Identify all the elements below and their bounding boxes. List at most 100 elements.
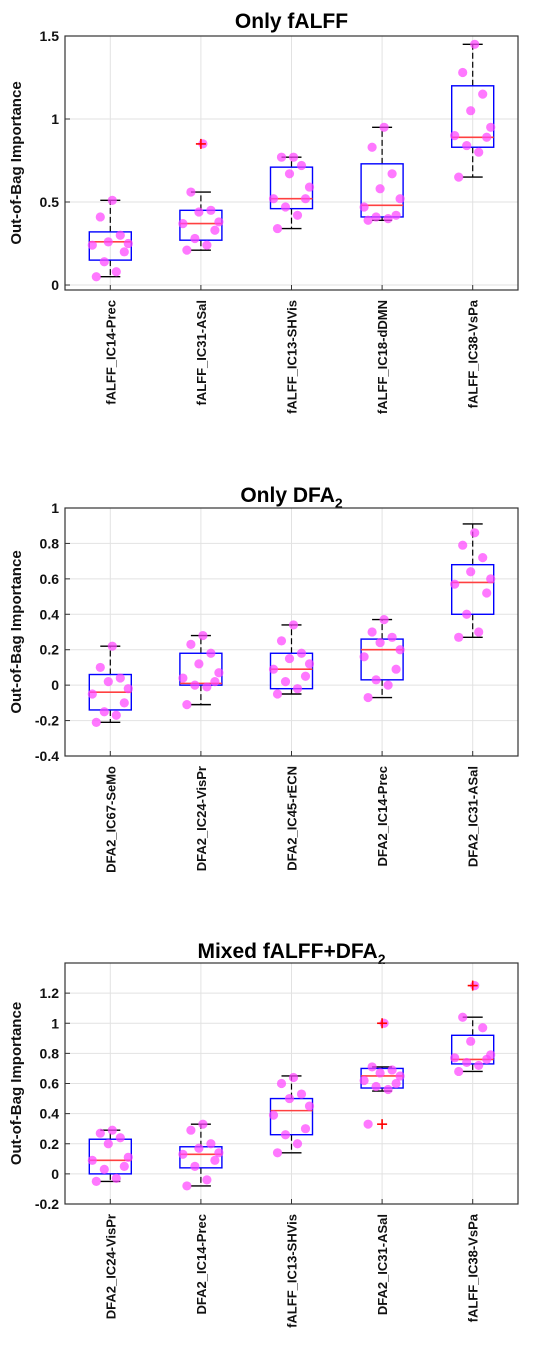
data-point <box>202 1175 212 1185</box>
data-point <box>123 684 133 694</box>
data-point <box>210 677 220 687</box>
box-4: DFA2_IC31-ASal <box>359 1018 405 1315</box>
x-tick-label: DFA2_IC45-rECN <box>285 766 300 871</box>
box-2: DFA2_IC24-VisPr <box>178 630 224 871</box>
data-point <box>292 684 303 694</box>
data-point <box>296 160 307 171</box>
data-point <box>387 1065 397 1075</box>
data-point <box>474 1060 484 1071</box>
box-3: fALFF_IC13-SHVis <box>268 1072 315 1328</box>
data-point <box>119 698 129 708</box>
data-point <box>190 680 200 690</box>
data-point <box>375 184 385 194</box>
data-point <box>296 648 307 658</box>
box-iqr <box>360 163 404 218</box>
data-point <box>206 205 216 215</box>
y-tick-label: 0.8 <box>40 1045 60 1061</box>
data-point <box>119 247 129 257</box>
data-point <box>276 152 287 162</box>
data-point <box>182 700 192 710</box>
data-point <box>478 553 488 563</box>
data-point <box>202 682 212 692</box>
data-point <box>99 257 109 267</box>
data-point <box>379 615 389 625</box>
data-point <box>482 132 492 142</box>
data-point <box>186 1125 196 1135</box>
data-point <box>450 131 460 141</box>
box-1: fALFF_IC14-Prec <box>87 195 133 405</box>
data-point <box>387 632 397 642</box>
data-point <box>280 1130 291 1140</box>
data-point <box>391 1078 401 1089</box>
data-point <box>395 645 405 655</box>
data-point <box>292 210 303 220</box>
x-tick-label: fALFF_IC13-SHVis <box>285 300 300 414</box>
data-point <box>115 230 125 240</box>
data-point <box>391 210 401 220</box>
y-axis-label: Out-of-Bag Importance <box>8 1002 25 1165</box>
x-tick-label: fALFF_IC14-Prec <box>103 300 118 405</box>
data-point <box>115 673 125 683</box>
y-tick-label: 1 <box>51 1015 59 1031</box>
data-point <box>268 194 279 204</box>
data-point <box>194 1143 204 1153</box>
data-point <box>300 1124 311 1134</box>
data-point <box>304 1101 315 1111</box>
box-iqr <box>451 563 495 615</box>
y-tick-label: 0.2 <box>40 642 60 658</box>
data-point <box>466 567 476 577</box>
data-point <box>111 1173 121 1183</box>
data-point <box>486 1050 496 1060</box>
data-point <box>111 267 121 277</box>
data-point <box>383 680 393 690</box>
data-point <box>194 659 204 669</box>
data-point <box>284 1093 295 1104</box>
data-point <box>359 652 369 662</box>
data-point <box>194 207 204 217</box>
data-point <box>387 169 397 179</box>
data-point <box>379 122 389 132</box>
data-point <box>462 609 472 619</box>
data-point <box>470 39 480 49</box>
y-tick-label: 0.2 <box>40 1136 60 1152</box>
box-iqr <box>451 85 495 148</box>
data-point <box>454 632 464 642</box>
data-point <box>107 641 117 651</box>
box-3: fALFF_IC13-SHVis <box>268 152 315 414</box>
data-point <box>391 664 401 674</box>
data-point <box>458 67 468 78</box>
data-point <box>383 1084 393 1095</box>
box-1: DFA2_IC24-VisPr <box>87 1125 133 1319</box>
y-tick-label: 0 <box>51 677 59 693</box>
data-point <box>395 1071 405 1081</box>
data-point <box>276 636 287 646</box>
data-point <box>462 1057 472 1068</box>
box-2: DFA2_IC14-Prec <box>178 1119 224 1314</box>
data-point <box>190 233 200 244</box>
data-point <box>198 1119 208 1129</box>
chart-title: Only fALFF <box>235 10 348 33</box>
data-point <box>371 675 381 685</box>
data-point <box>103 237 113 247</box>
data-point <box>304 182 315 192</box>
data-point <box>214 1148 224 1158</box>
data-point <box>395 194 405 204</box>
data-point <box>458 1012 468 1022</box>
data-point <box>182 245 192 255</box>
data-point <box>367 142 377 152</box>
data-point <box>284 653 295 664</box>
chart-panel-1: Only fALFF 0 0.5 1 1.5 Out-of-Bag Importance f… <box>8 10 519 414</box>
data-point <box>210 1155 220 1165</box>
data-point <box>478 89 488 99</box>
x-tick-label: DFA2_IC67-SeMo <box>103 766 118 873</box>
data-point <box>474 147 484 157</box>
data-point <box>178 218 188 229</box>
box-4: fALFF_IC18-dDMN <box>359 122 405 414</box>
data-point <box>454 1066 464 1077</box>
data-point <box>206 1139 216 1149</box>
y-tick-label: 1 <box>51 111 59 127</box>
x-tick-label: fALFF_IC31-ASal <box>194 300 209 405</box>
data-point <box>454 172 464 182</box>
data-point <box>486 122 496 132</box>
data-point <box>214 217 224 227</box>
